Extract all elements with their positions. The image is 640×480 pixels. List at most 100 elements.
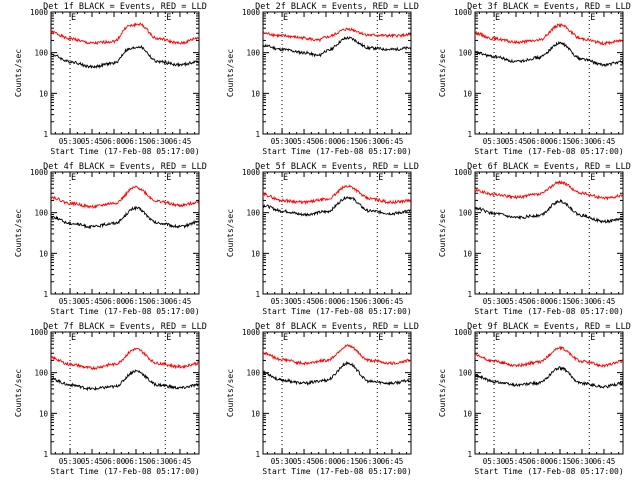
x-tick-label: 05:45 [293, 137, 316, 146]
detector-panel: Det 1f BLACK = Events, RED = LLD 1 10 100 10… [14, 2, 207, 156]
y-tick-label: 1 [255, 290, 260, 299]
x-tick-label: 06:45 [169, 457, 192, 466]
y-axis-label: Counts/sec [14, 369, 23, 417]
y-tick-label: 1000 [454, 168, 473, 177]
plot-frame [50, 171, 200, 295]
x-tick-label: 05:30 [271, 137, 294, 146]
events-series-line [50, 205, 200, 230]
x-tick-label: 05:45 [81, 457, 104, 466]
event-marker-label: E [495, 13, 500, 23]
events-series-line [50, 44, 199, 69]
events-series-line [474, 40, 624, 68]
panel-title: Det 6f BLACK = Events, RED = LLD [467, 162, 631, 172]
x-tick-label: 05:30 [483, 297, 506, 306]
x-axis-label: Start Time (17-Feb-08 05:17:00) [50, 467, 199, 476]
x-tick-label: 06:45 [381, 457, 404, 466]
x-tick-label: 05:30 [271, 297, 294, 306]
x-tick-label: 06:00 [315, 457, 338, 466]
lld-series-line [474, 345, 624, 368]
x-axis-label: Start Time (17-Feb-08 05:17:00) [474, 147, 623, 156]
event-marker-label: E [283, 173, 288, 183]
y-axis-label: Counts/sec [438, 209, 447, 257]
events-series-line [262, 360, 412, 386]
x-tick-label: 06:15 [549, 137, 572, 146]
event-marker-label: E [495, 173, 500, 183]
events-series-line [262, 35, 412, 58]
x-tick-label: 06:00 [315, 297, 338, 306]
y-tick-label: 100 [34, 369, 48, 378]
y-tick-label: 1000 [454, 328, 473, 337]
x-tick-label: 06:15 [125, 457, 148, 466]
y-tick-label: 10 [39, 89, 49, 98]
detector-panel: Det 2f BLACK = Events, RED = LLD 1 10 100 10… [226, 2, 419, 156]
event-marker-label: E [378, 173, 383, 183]
x-tick-label: 05:45 [505, 137, 528, 146]
lld-series-line [474, 179, 624, 201]
y-tick-label: 1000 [242, 168, 261, 177]
x-tick-label: 06:45 [593, 137, 616, 146]
x-axis-label: Start Time (17-Feb-08 05:17:00) [474, 307, 623, 316]
panel-title: Det 7f BLACK = Events, RED = LLD [43, 322, 207, 332]
x-axis-label: Start Time (17-Feb-08 05:17:00) [262, 467, 411, 476]
y-tick-label: 100 [458, 209, 472, 218]
plot-frame [474, 171, 624, 295]
x-tick-label: 06:00 [103, 137, 126, 146]
event-marker-label: E [166, 173, 171, 183]
x-axis-label: Start Time (17-Feb-08 05:17:00) [262, 307, 411, 316]
x-axis-label: Start Time (17-Feb-08 05:17:00) [50, 147, 199, 156]
y-tick-label: 10 [39, 409, 49, 418]
x-tick-label: 06:30 [359, 297, 382, 306]
y-tick-label: 100 [246, 209, 260, 218]
x-tick-label: 06:15 [337, 137, 360, 146]
x-tick-label: 06:45 [381, 137, 404, 146]
x-tick-label: 05:45 [293, 457, 316, 466]
y-tick-label: 10 [251, 89, 261, 98]
y-tick-label: 1 [43, 130, 48, 139]
y-axis-label: Counts/sec [226, 49, 235, 97]
x-tick-label: 05:30 [59, 297, 82, 306]
y-tick-label: 1000 [30, 168, 49, 177]
x-tick-label: 06:15 [125, 137, 148, 146]
x-tick-label: 06:00 [527, 457, 550, 466]
y-tick-label: 1000 [30, 328, 49, 337]
lld-series-line [262, 343, 412, 366]
lld-series-line [50, 185, 200, 209]
panel-title: Det 9f BLACK = Events, RED = LLD [467, 322, 631, 332]
y-tick-label: 1000 [242, 8, 261, 17]
x-tick-label: 06:30 [147, 457, 170, 466]
x-tick-label: 06:30 [571, 457, 594, 466]
plot-frame [262, 331, 412, 455]
y-tick-label: 10 [39, 249, 49, 258]
x-tick-label: 05:30 [271, 457, 294, 466]
x-tick-label: 06:00 [527, 297, 550, 306]
plot-frame [50, 11, 200, 135]
x-tick-label: 06:15 [549, 457, 572, 466]
x-tick-label: 06:45 [593, 297, 616, 306]
event-marker-label: E [166, 13, 171, 23]
x-tick-label: 06:15 [337, 297, 360, 306]
panel-title: Det 1f BLACK = Events, RED = LLD [43, 2, 207, 12]
y-tick-label: 10 [251, 249, 261, 258]
lld-series-line [262, 27, 412, 43]
x-tick-label: 05:30 [59, 457, 82, 466]
event-marker-label: E [71, 173, 76, 183]
event-marker-label: E [378, 13, 383, 23]
plot-frame [262, 11, 412, 135]
y-tick-label: 1 [467, 450, 472, 459]
y-axis-label: Counts/sec [438, 49, 447, 97]
x-tick-label: 06:00 [315, 137, 338, 146]
x-tick-label: 06:15 [125, 297, 148, 306]
y-axis-label: Counts/sec [14, 49, 23, 97]
event-marker-label: E [166, 333, 171, 343]
y-tick-label: 10 [463, 89, 473, 98]
x-tick-label: 06:30 [359, 137, 382, 146]
y-axis-label: Counts/sec [226, 209, 235, 257]
detector-panel: Det 5f BLACK = Events, RED = LLD 1 10 100 10… [226, 162, 419, 316]
lld-series-line [474, 22, 623, 46]
x-tick-label: 05:45 [81, 137, 104, 146]
x-tick-label: 05:30 [59, 137, 82, 146]
x-tick-label: 05:30 [483, 137, 506, 146]
x-axis-label: Start Time (17-Feb-08 05:17:00) [50, 307, 199, 316]
x-tick-label: 06:30 [359, 457, 382, 466]
x-tick-label: 05:30 [483, 457, 506, 466]
